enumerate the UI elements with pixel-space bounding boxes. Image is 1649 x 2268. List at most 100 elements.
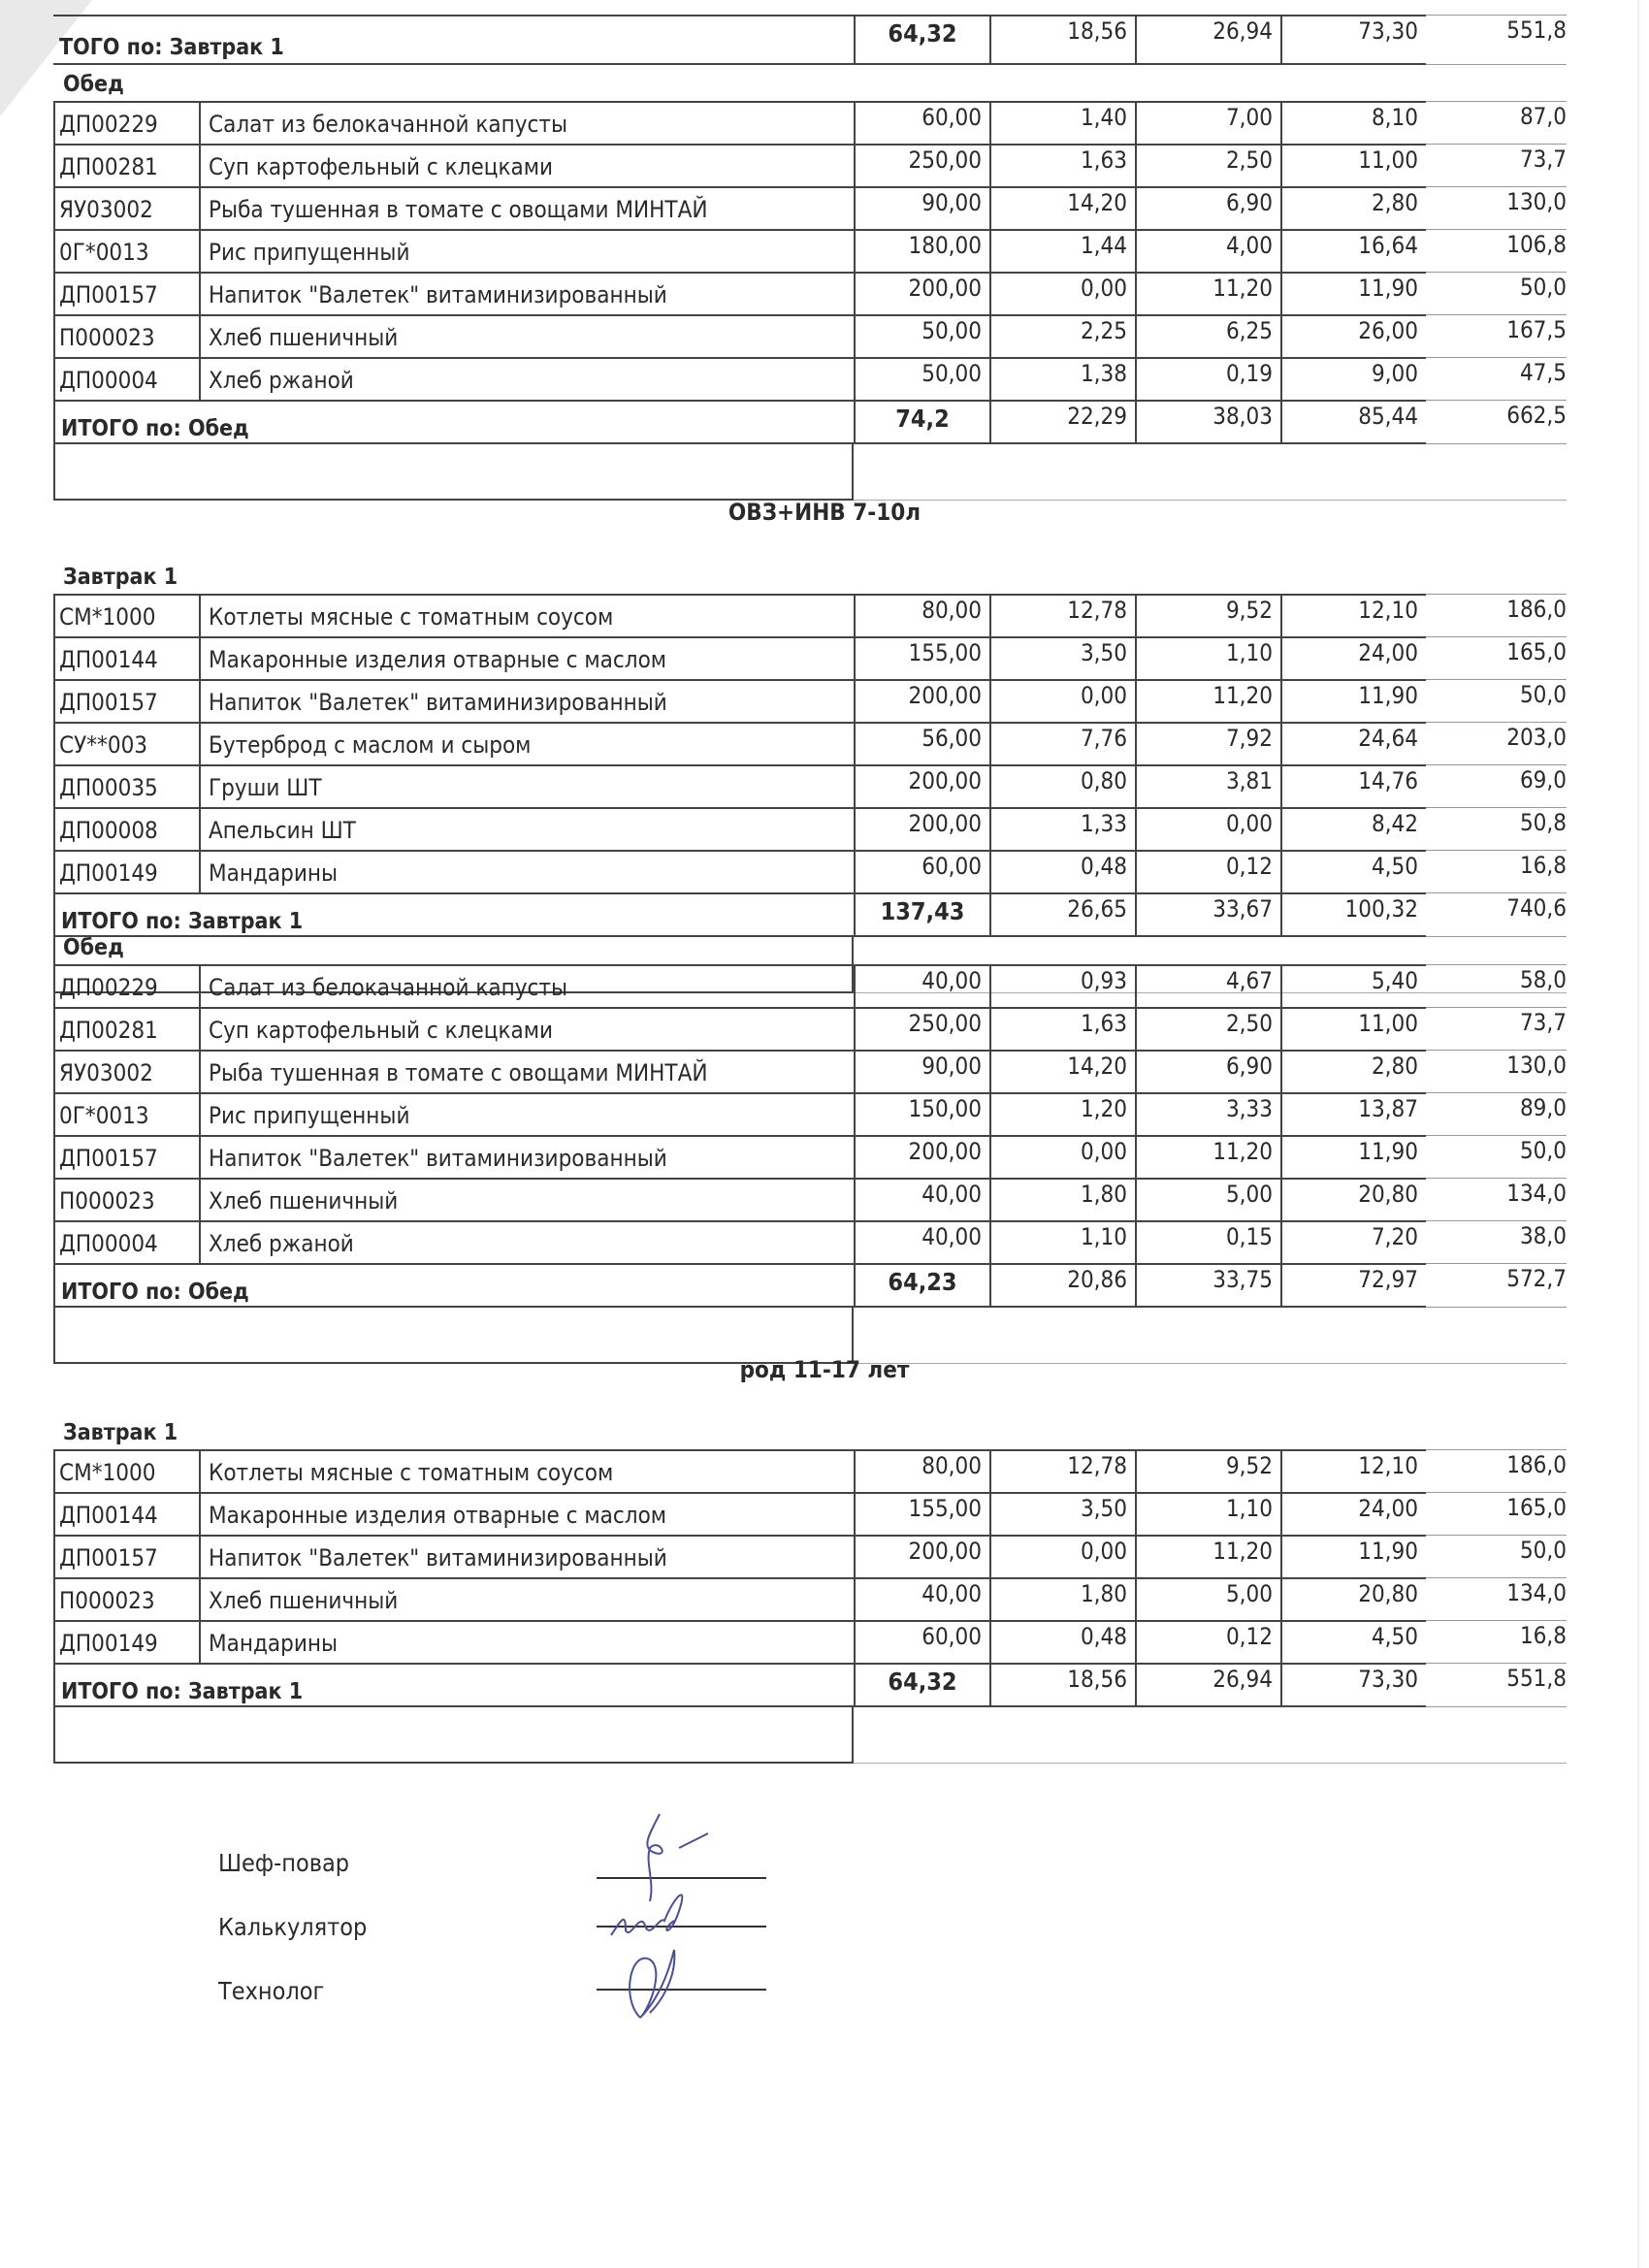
item-weight: 40,00 (854, 1220, 989, 1263)
item-code: ДП00004 (53, 1220, 199, 1263)
table-row: 0Г*0013 Рис припущенный 150,00 1,20 3,33 13,8… (53, 1092, 1567, 1135)
item-value: 11,20 (1135, 679, 1280, 722)
item-name: Рыба тушенная в томате с овощами МИНТАЙ (199, 186, 854, 229)
item-energy: 47,5 (1426, 357, 1567, 400)
item-value: 0,48 (989, 1620, 1135, 1663)
item-value: 12,78 (989, 594, 1135, 636)
total-label: ТОГО по: Завтрак 1 (53, 15, 854, 65)
total-row: ИТОГО по: Обед 64,23 20,86 33,75 72,97 572,7 (53, 1263, 1567, 1308)
total-label: ИТОГО по: Завтрак 1 (53, 892, 854, 937)
item-value: 11,90 (1280, 1535, 1426, 1577)
table-row: ДП00035 Груши ШТ 200,00 0,80 3,81 14,76 69,0 (53, 764, 1567, 807)
item-value: 4,50 (1280, 1620, 1426, 1663)
item-value: 11,00 (1280, 1007, 1426, 1050)
item-energy: 69,0 (1426, 764, 1567, 807)
total-energy: 551,8 (1426, 1663, 1567, 1707)
total-energy: 572,7 (1426, 1263, 1567, 1308)
item-value: 0,00 (989, 679, 1135, 722)
item-value: 14,76 (1280, 764, 1426, 807)
empty-cell (854, 1308, 1567, 1364)
item-value: 8,10 (1280, 101, 1426, 144)
item-name: Мандарины (199, 1620, 854, 1663)
table-row: ДП00008 Апельсин ШТ 200,00 1,33 0,00 8,42 50,8 (53, 807, 1567, 850)
empty-cell (854, 444, 1567, 501)
item-energy: 106,8 (1426, 229, 1567, 272)
item-value: 2,80 (1280, 1050, 1426, 1092)
group-title: ОВЗ+ИНВ 7-10л (728, 499, 922, 526)
item-name: Суп картофельный с клецками (199, 1007, 854, 1050)
item-value: 1,33 (989, 807, 1135, 850)
total-energy: 662,5 (1426, 400, 1567, 444)
item-energy: 16,8 (1426, 1620, 1567, 1663)
item-weight: 250,00 (854, 144, 989, 186)
item-code: ДП00004 (53, 357, 199, 400)
item-name: Суп картофельный с клецками (199, 144, 854, 186)
item-name: Макаронные изделия отварные с маслом (199, 636, 854, 679)
table-row: ДП00149 Мандарины 60,00 0,48 0,12 4,50 16,8 (53, 1620, 1567, 1663)
item-value: 5,00 (1135, 1577, 1280, 1620)
total-row: ИТОГО по: Обед 74,2 22,29 38,03 85,44 662,5 (53, 400, 1567, 444)
item-name: Салат из белокачанной капусты (199, 101, 854, 144)
table-row: ЯУ03002 Рыба тушенная в томате с овощами … (53, 1050, 1567, 1092)
item-weight: 56,00 (854, 722, 989, 764)
empty-row (53, 444, 1567, 501)
item-energy: 89,0 (1426, 1092, 1567, 1135)
item-name: Хлеб ржаной (199, 1220, 854, 1263)
item-value: 1,10 (1135, 1492, 1280, 1535)
item-energy: 38,0 (1426, 1220, 1567, 1263)
table-row: 0Г*0013 Рис припущенный 180,00 1,44 4,00 16,6… (53, 229, 1567, 272)
item-name: Рыба тушенная в томате с овощами МИНТАЙ (199, 1050, 854, 1092)
item-weight: 90,00 (854, 186, 989, 229)
signature-label-calculator: Калькулятор (218, 1913, 368, 1941)
item-code: СУ**003 (53, 722, 199, 764)
item-value: 6,25 (1135, 314, 1280, 357)
item-code: ДП00229 (53, 101, 199, 144)
item-energy: 73,7 (1426, 1007, 1567, 1050)
item-code: 0Г*0013 (53, 1092, 199, 1135)
item-energy: 130,0 (1426, 186, 1567, 229)
item-name: Рис припущенный (199, 229, 854, 272)
item-value: 1,10 (989, 1220, 1135, 1263)
signature-label-technologist: Технолог (218, 1977, 325, 2005)
total-energy: 740,6 (1426, 892, 1567, 937)
total-value: 18,56 (989, 1663, 1135, 1707)
item-value: 2,50 (1135, 144, 1280, 186)
item-name: Макаронные изделия отварные с маслом (199, 1492, 854, 1535)
item-name: Напиток "Валетек" витаминизированный (199, 272, 854, 314)
table-row: ДП00281 Суп картофельный с клецками 250,00… (53, 144, 1567, 186)
table-row: ДП00004 Хлеб ржаной 40,00 1,10 0,15 7,20 38,0 (53, 1220, 1567, 1263)
item-value: 0,00 (989, 272, 1135, 314)
scan-edge (1637, 0, 1639, 2268)
item-value: 1,38 (989, 357, 1135, 400)
item-weight: 80,00 (854, 594, 989, 636)
item-value: 11,90 (1280, 1135, 1426, 1178)
table-row: П000023 Хлеб пшеничный 50,00 2,25 6,25 26,00 1… (53, 314, 1567, 357)
empty-cell (53, 1308, 854, 1364)
item-value: 3,50 (989, 636, 1135, 679)
empty-row (53, 1308, 1567, 1364)
item-code: П000023 (53, 1577, 199, 1620)
table-row: ДП00281 Суп картофельный с клецками 250,00… (53, 1007, 1567, 1050)
item-energy: 87,0 (1426, 101, 1567, 144)
item-value: 24,00 (1280, 636, 1426, 679)
total-value: 33,67 (1135, 892, 1280, 937)
item-energy: 203,0 (1426, 722, 1567, 764)
item-energy: 50,0 (1426, 1535, 1567, 1577)
empty-cell (854, 1707, 1567, 1764)
item-code: ДП00281 (53, 1007, 199, 1050)
item-value: 0,12 (1135, 1620, 1280, 1663)
item-energy: 50,0 (1426, 272, 1567, 314)
item-energy: 50,0 (1426, 1135, 1567, 1178)
item-value: 6,90 (1135, 186, 1280, 229)
item-value: 0,00 (989, 1535, 1135, 1577)
item-value: 1,40 (989, 101, 1135, 144)
signature-line (597, 1989, 766, 1991)
item-code: ДП00144 (53, 636, 199, 679)
total-value: 26,94 (1135, 15, 1280, 65)
empty-row (53, 1707, 1567, 1764)
total-weight: 64,32 (854, 15, 989, 65)
item-energy: 167,5 (1426, 314, 1567, 357)
item-energy: 16,8 (1426, 850, 1567, 892)
item-name: Рис припущенный (199, 1092, 854, 1135)
item-name: Мандарины (199, 850, 854, 892)
